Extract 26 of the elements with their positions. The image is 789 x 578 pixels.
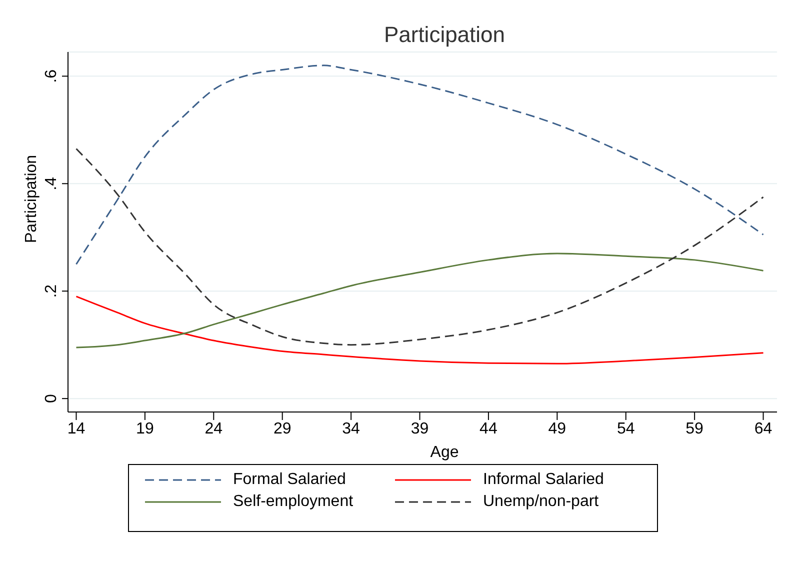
y-axis-title: Participation [23, 154, 41, 243]
y-tick-label: .4 [43, 176, 60, 190]
legend-label: Self-employment [233, 493, 354, 511]
x-tick-label: 19 [136, 420, 154, 438]
x-tick-label: 64 [754, 420, 772, 438]
x-tick-label: 44 [480, 420, 498, 438]
x-tick-label: 14 [67, 420, 86, 438]
line-series [75, 252, 764, 348]
x-tick-label: 59 [686, 420, 704, 438]
legend-label: Unemp/non-part [483, 493, 599, 511]
x-tick-label: 34 [342, 420, 360, 438]
y-tick-label: 0 [43, 394, 60, 404]
line-series [75, 296, 764, 364]
x-tick-label: 39 [410, 420, 429, 438]
legend-label: Formal Salaried [233, 471, 346, 489]
y-tick-label: .2 [43, 284, 60, 298]
line-series [75, 64, 764, 265]
legend-label: Informal Salaried [483, 471, 604, 489]
y-tick-label: .6 [43, 69, 60, 83]
line-series [75, 148, 764, 346]
x-axis-title: Age [429, 444, 460, 462]
x-tick-label: 54 [616, 420, 635, 438]
chart-title: Participation [382, 22, 506, 48]
x-tick-label: 29 [273, 420, 292, 438]
x-tick-label: 24 [204, 420, 223, 438]
x-tick-label: 49 [548, 420, 566, 438]
